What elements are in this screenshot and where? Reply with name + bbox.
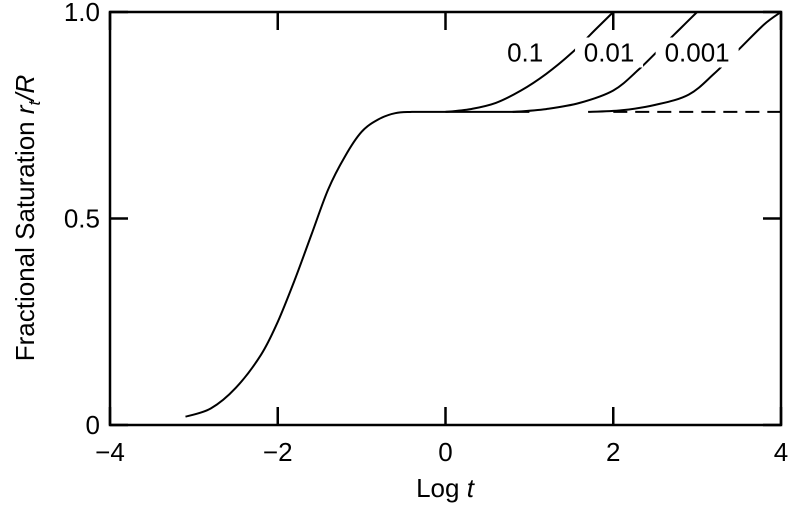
labels-group: −4 −2 0 2 4 0 0.5 1.0 0.1 0.01 0.001 (64, 0, 788, 467)
series-group (185, 11, 782, 418)
y-axis-label-main: Fractional Saturation (10, 114, 40, 361)
curve-label-bg-0 (498, 37, 552, 68)
y-tick-label-0: 0 (86, 410, 100, 440)
x-axis-label: Log t (416, 473, 476, 503)
plot-frame (108, 10, 783, 427)
series-line-0 (185, 110, 530, 418)
x-axis-label-main: Log (416, 473, 467, 503)
y-tick-label-2: 1.0 (64, 0, 100, 27)
curve-label-bg-2 (655, 37, 739, 68)
series-line-1 (445, 11, 615, 113)
curve-label-bg-1 (575, 37, 644, 68)
x-tick-label-2: 0 (438, 437, 452, 467)
y-axis-label-r: r (10, 104, 40, 114)
series-line-3 (588, 11, 782, 113)
x-tick-label-3: 2 (606, 437, 620, 467)
x-axis-label-italic: t (467, 473, 476, 503)
y-axis-label-rest: /R (10, 75, 40, 103)
curve-label-0: 0.1 (507, 37, 543, 67)
y-tick-label-1: 0.5 (64, 204, 100, 234)
x-tick-label-1: −2 (263, 437, 293, 467)
y-axis-label: Fractional Saturation rt/R (10, 75, 44, 362)
axes (108, 10, 783, 427)
curve-label-1: 0.01 (584, 37, 635, 67)
curve-label-2: 0.001 (665, 37, 730, 67)
y-axis-label-sub: t (25, 99, 44, 105)
series-line-2 (512, 11, 698, 113)
x-tick-label-4: 4 (774, 437, 788, 467)
x-tick-label-0: −4 (95, 437, 125, 467)
